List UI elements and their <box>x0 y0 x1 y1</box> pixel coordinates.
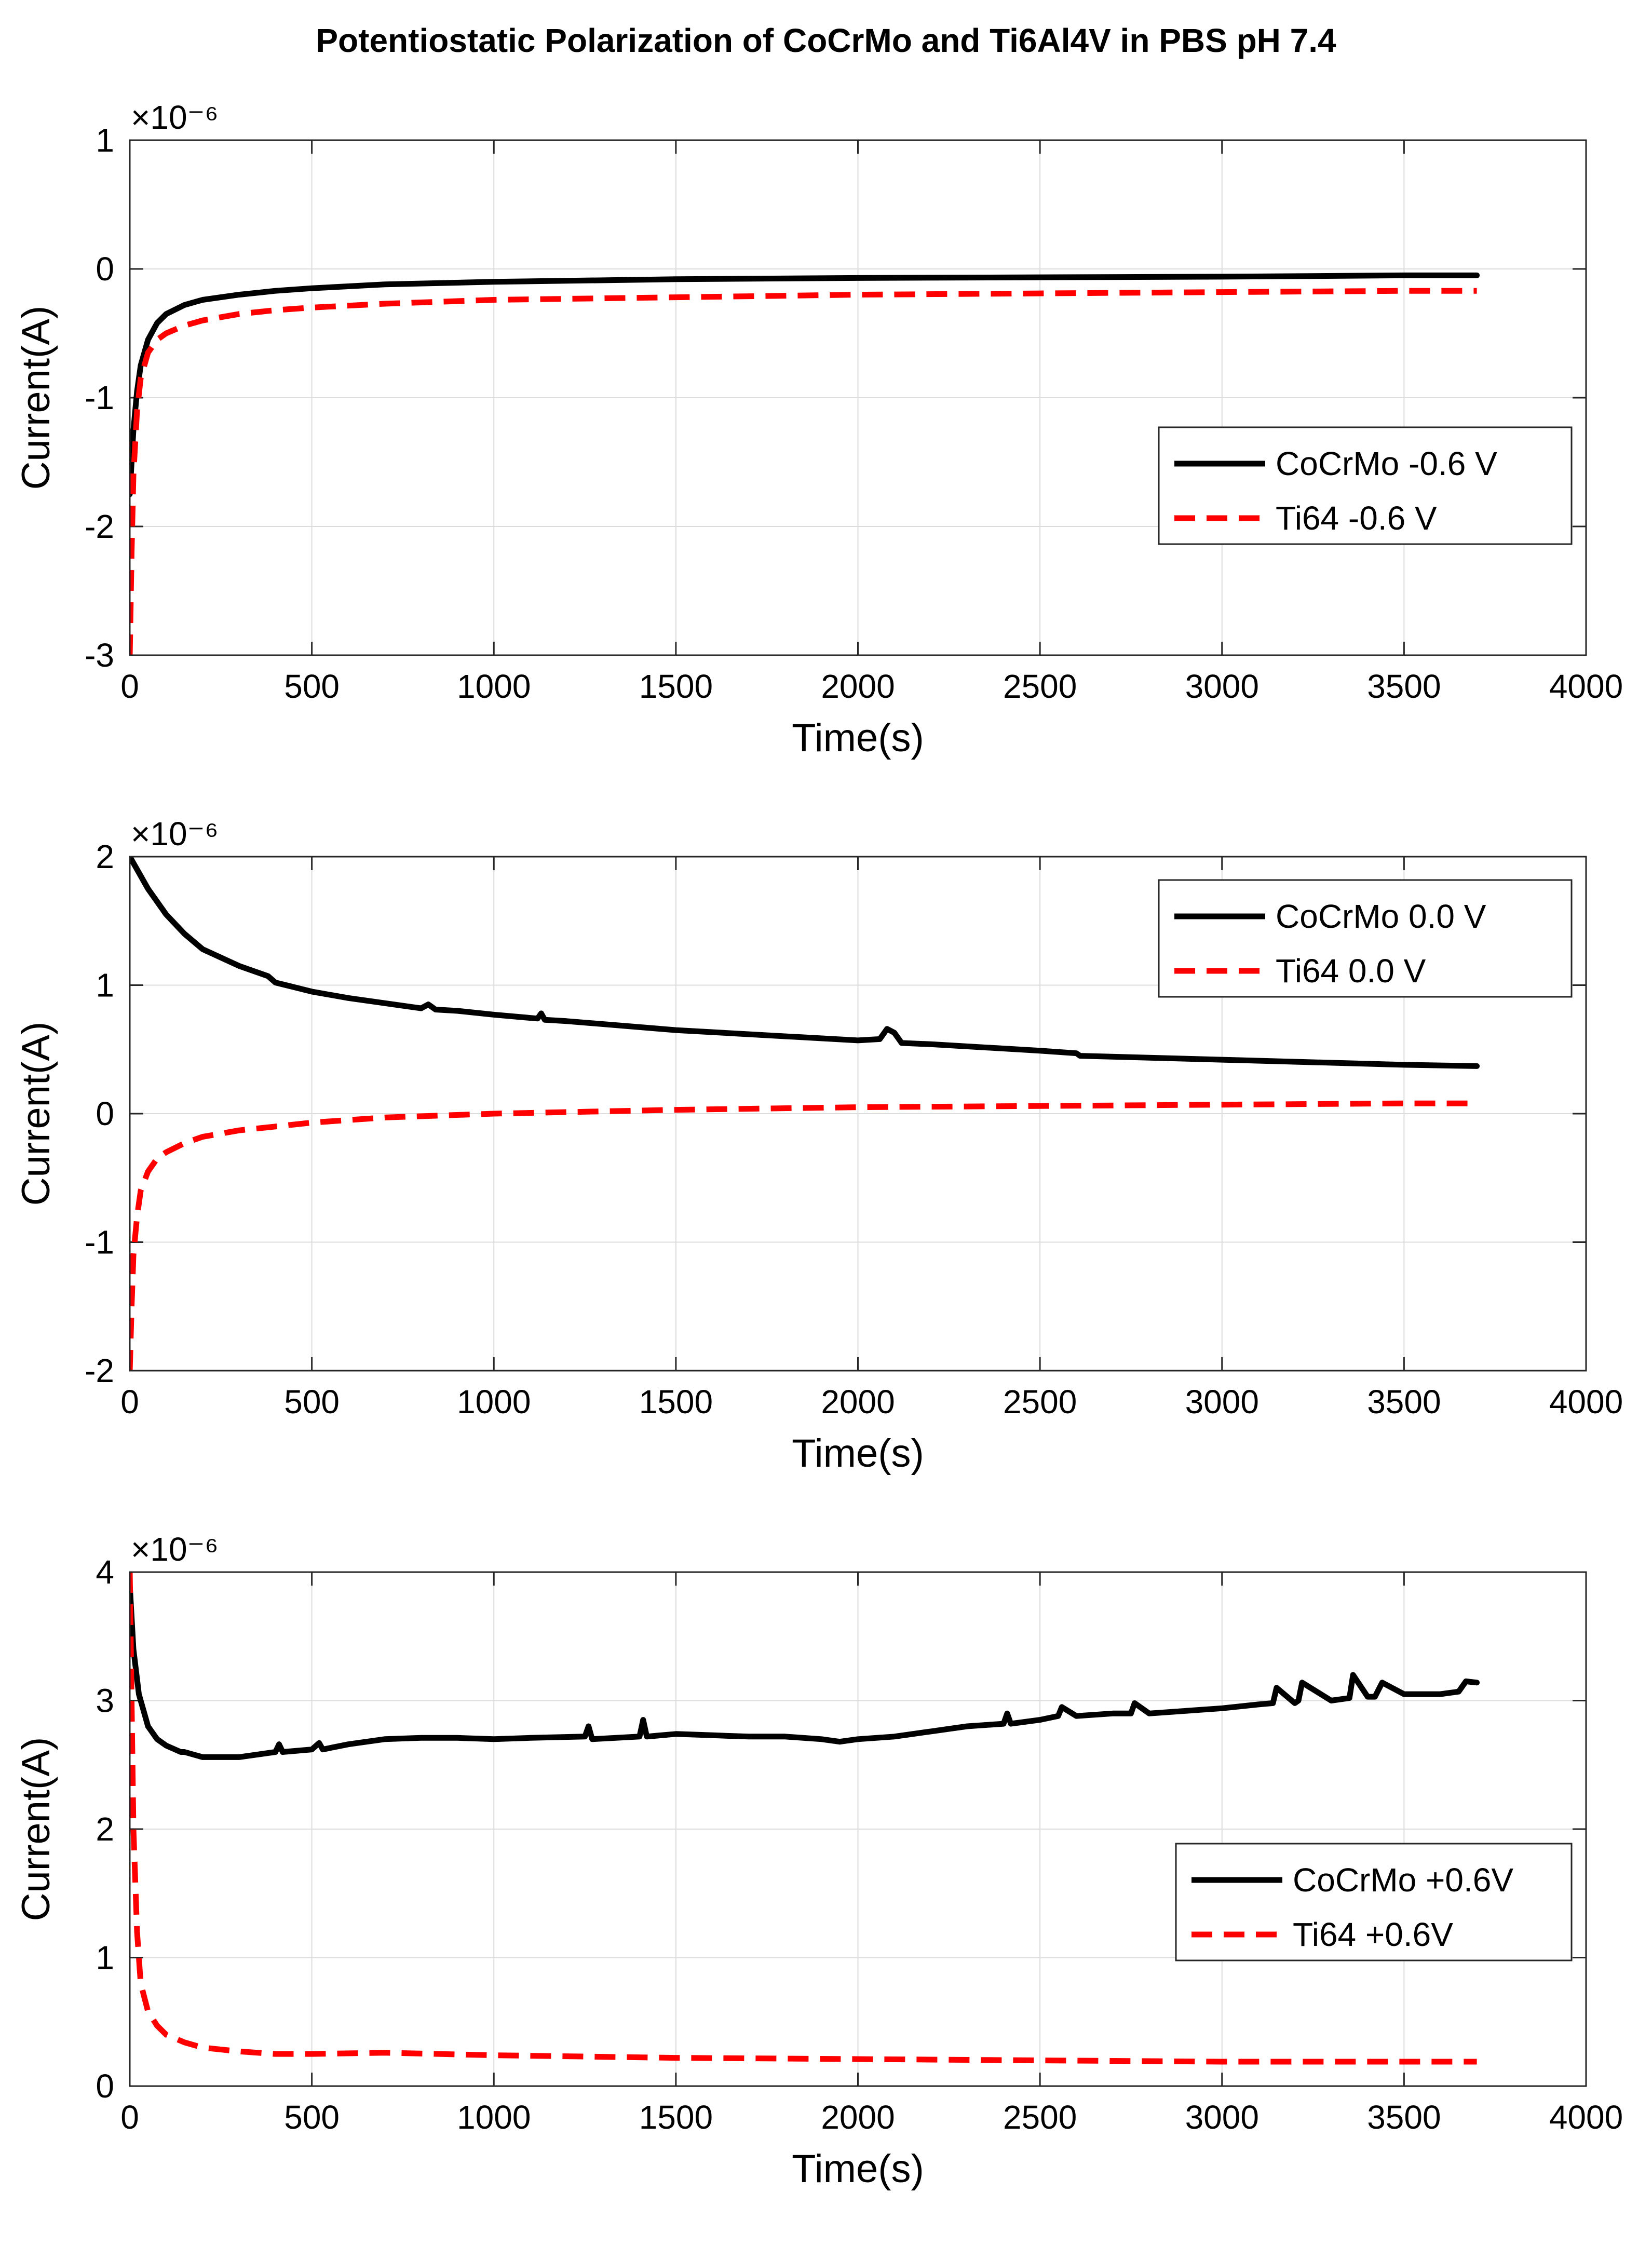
x-tick-label: 0 <box>120 2099 139 2136</box>
y-tick-label: 1 <box>96 1939 114 1977</box>
x-tick-label: 3000 <box>1185 668 1259 705</box>
x-tick-label: 0 <box>120 668 139 705</box>
y-tick-label: 3 <box>96 1682 114 1720</box>
legend-label: CoCrMo +0.6V <box>1293 1861 1513 1899</box>
axes-frame <box>129 1571 1587 2087</box>
legend-label: CoCrMo 0.0 V <box>1276 898 1486 935</box>
legend-label: Ti64 0.0 V <box>1276 952 1426 990</box>
legend: CoCrMo 0.0 V Ti64 0.0 V <box>1158 879 1573 998</box>
y-tick-label: 1 <box>96 121 114 159</box>
y-axis-label: Current(A) <box>14 306 58 490</box>
x-tick-label: 4000 <box>1549 1383 1623 1420</box>
legend: CoCrMo -0.6 V Ti64 -0.6 V <box>1158 426 1573 545</box>
x-axis-label: Time(s) <box>792 716 924 760</box>
y-tick-label: -1 <box>85 379 114 416</box>
legend: CoCrMo +0.6V Ti64 +0.6V <box>1175 1843 1573 1961</box>
chart-panel-3: 0 500 1000 1500 2000 2500 3000 3500 4000 0 1 2 3 4 ×10… <box>14 1531 1623 2191</box>
x-tick-label: 2000 <box>821 1383 895 1420</box>
series-line-1 <box>130 1582 1480 1760</box>
y-tick-label: 0 <box>96 1095 114 1132</box>
x-tick-label: 0 <box>120 1383 139 1420</box>
x-tick-label: 3000 <box>1185 1383 1259 1420</box>
x-tick-label: 1000 <box>457 2099 531 2136</box>
y-tick-label: -3 <box>85 637 114 674</box>
x-tick-label: 2500 <box>1003 2099 1077 2136</box>
x-tick-label: 500 <box>284 1383 340 1420</box>
y-tick-label: -2 <box>85 508 114 545</box>
x-tick-label: 1500 <box>639 2099 713 2136</box>
x-tick-label: 4000 <box>1549 668 1623 705</box>
legend-label: Ti64 -0.6 V <box>1276 499 1437 537</box>
x-tick-label: 2500 <box>1003 668 1077 705</box>
x-tick-label: 3000 <box>1185 2099 1259 2136</box>
y-tick-label: 0 <box>96 2067 114 2105</box>
y-tick-label: 2 <box>96 838 114 875</box>
series-line-2 <box>130 1100 1477 1371</box>
legend-box <box>1158 879 1573 998</box>
y-exponent-label: ×10⁻⁶ <box>131 1531 219 1568</box>
legend-box <box>1175 1843 1573 1961</box>
x-tick-label: 1000 <box>457 1383 531 1420</box>
y-exponent-label: ×10⁻⁶ <box>131 99 219 136</box>
x-tick-label: 1500 <box>639 1383 713 1420</box>
x-tick-label: 2000 <box>821 668 895 705</box>
y-tick-label: 4 <box>96 1553 114 1591</box>
y-exponent-label: ×10⁻⁶ <box>131 815 219 853</box>
y-tick-label: 2 <box>96 1810 114 1848</box>
x-tick-label: 4000 <box>1549 2099 1623 2136</box>
chart-panel-2: 0 500 1000 1500 2000 2500 3000 3500 4000 -2 -1 0 1 2 ×… <box>14 815 1623 1476</box>
x-axis-label: Time(s) <box>792 1431 924 1476</box>
x-tick-label: 1500 <box>639 668 713 705</box>
series-line-2 <box>130 288 1477 655</box>
y-tick-label: 1 <box>96 967 114 1004</box>
x-tick-label: 1000 <box>457 668 531 705</box>
x-tick-label: 500 <box>284 668 340 705</box>
y-axis-label: Current(A) <box>14 1737 58 1922</box>
x-tick-label: 2500 <box>1003 1383 1077 1420</box>
x-tick-label: 2000 <box>821 2099 895 2136</box>
x-tick-label: 3500 <box>1367 668 1441 705</box>
series-line-1 <box>130 857 1480 1069</box>
legend-label: Ti64 +0.6V <box>1293 1916 1453 1953</box>
x-tick-label: 500 <box>284 2099 340 2136</box>
figure-title: Potentiostatic Polarization of CoCrMo an… <box>316 22 1336 59</box>
axes-frame <box>129 856 1587 1372</box>
axes-frame <box>129 139 1587 656</box>
x-tick-label: 3500 <box>1367 2099 1441 2136</box>
y-axis-label: Current(A) <box>14 1022 58 1206</box>
legend-box <box>1158 426 1573 545</box>
y-tick-label: 0 <box>96 250 114 288</box>
chart-panel-1: 0 500 1000 1500 2000 2500 3000 3500 4000 -3 -2 -1 0 1… <box>14 99 1623 760</box>
x-axis-label: Time(s) <box>792 2147 924 2191</box>
chart-panels: 0 500 1000 1500 2000 2500 3000 3500 4000-3-2-101… <box>14 99 1623 2191</box>
x-tick-label: 3500 <box>1367 1383 1441 1420</box>
y-tick-label: -2 <box>85 1352 114 1389</box>
legend-label: CoCrMo -0.6 V <box>1276 445 1497 482</box>
y-tick-label: -1 <box>85 1224 114 1261</box>
